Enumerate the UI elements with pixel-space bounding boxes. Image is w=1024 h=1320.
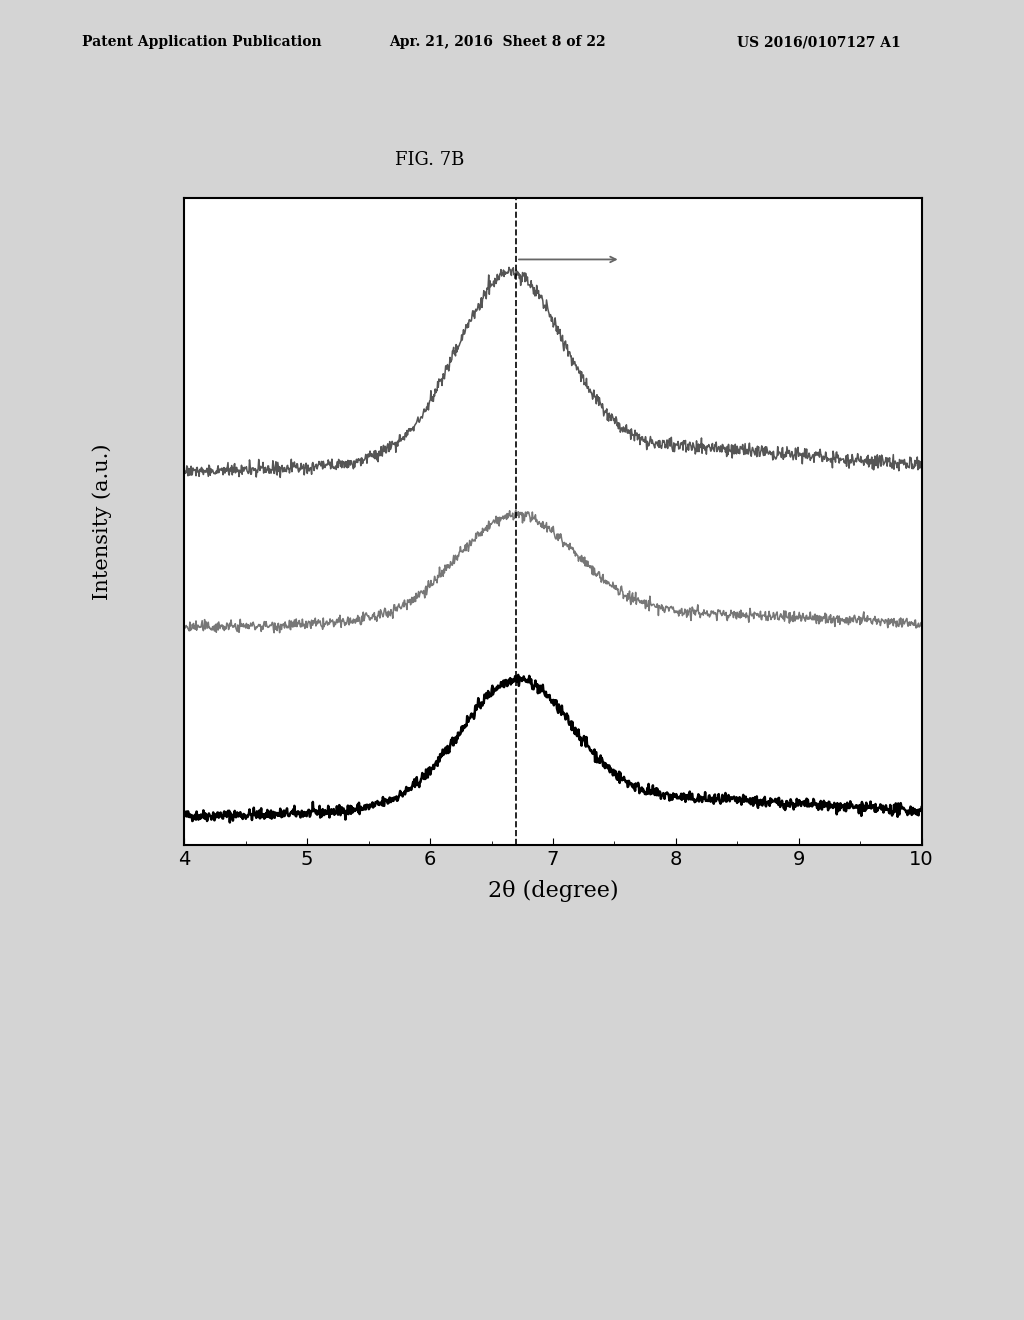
Text: Apr. 21, 2016  Sheet 8 of 22: Apr. 21, 2016 Sheet 8 of 22 — [389, 36, 606, 49]
Text: US 2016/0107127 A1: US 2016/0107127 A1 — [737, 36, 901, 49]
Text: FIG. 7B: FIG. 7B — [395, 150, 465, 169]
X-axis label: 2θ (degree): 2θ (degree) — [487, 879, 618, 902]
Text: Intensity (a.u.): Intensity (a.u.) — [92, 444, 113, 599]
Text: Patent Application Publication: Patent Application Publication — [82, 36, 322, 49]
